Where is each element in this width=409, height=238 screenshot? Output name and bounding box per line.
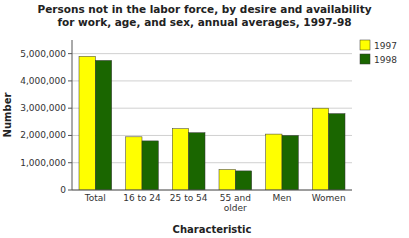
grid-line [72,80,352,81]
x-tick-label: Women [312,193,346,203]
bar [189,133,205,190]
bar [312,108,328,190]
title: Persons not in the labor force, by desir… [37,3,371,28]
y-tick [68,80,72,81]
y-tick [68,53,72,54]
bar [172,129,188,190]
bar [266,134,282,190]
bar [79,56,95,190]
bar [282,135,298,190]
y-axis-line [72,40,73,190]
grid-line [72,53,352,54]
y-tick-label: 3,000,000 [20,103,66,113]
y-axis-label: Number [2,93,13,138]
grid-line [72,162,352,163]
x-axis-label: Characteristic [173,224,252,235]
bar [329,114,345,190]
grid-line [72,190,352,191]
legend-label: 1997 [374,41,397,51]
y-tick-label: 4,000,000 [20,76,66,86]
legend-swatch [360,54,370,64]
bar [219,170,235,190]
bar [95,60,111,190]
x-tick-label: 55 andolder [220,193,251,213]
legend: 1997 1998 [360,40,397,65]
y-tick [68,135,72,136]
bar [142,141,158,190]
grid-line [72,108,352,109]
bar [235,171,251,190]
x-tick-label: 25 to 54 [170,193,208,203]
y-tick [68,162,72,163]
y-tick-label: 0 [60,185,66,195]
legend-label: 1998 [374,55,397,65]
bars [79,56,345,190]
bar [126,137,142,190]
y-tick-label: 2,000,000 [20,130,66,140]
x-tick-label: 16 to 24 [123,193,161,203]
y-tick-label: 5,000,000 [20,49,66,59]
x-axis-line [72,190,352,191]
grid-line [72,135,352,136]
x-tick-label: Men [272,193,291,203]
legend-swatch [360,40,370,50]
y-tick [68,190,72,191]
x-tick-label: Total [84,193,106,203]
y-tick [68,108,72,109]
y-tick-label: 1,000,000 [20,158,66,168]
